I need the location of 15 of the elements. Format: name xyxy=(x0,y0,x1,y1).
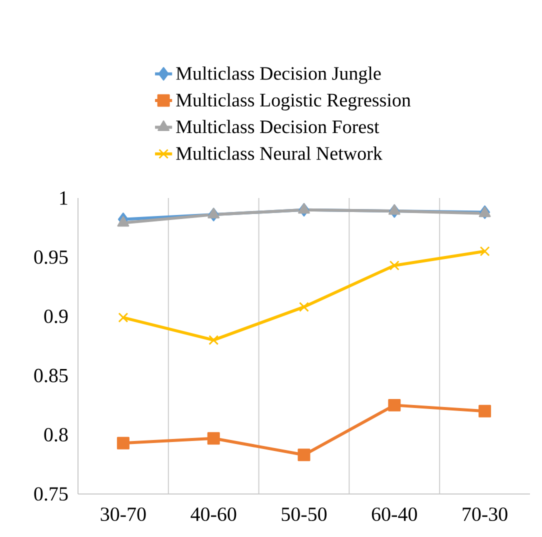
y-tick-label: 0.85 xyxy=(34,368,68,382)
x-tick-label: 40-60 xyxy=(190,508,236,522)
legend-label: Multiclass Neural Network xyxy=(176,146,382,160)
x-tick-label: 60-40 xyxy=(372,508,417,522)
y-tick-label: 0.8 xyxy=(44,428,68,442)
legend-label: Multiclass Logistic Regression xyxy=(176,93,411,110)
x-tick-label: 30-70 xyxy=(100,508,146,522)
y-tick-label: 0.95 xyxy=(34,250,68,264)
legend-label: Multiclass Decision Jungle xyxy=(176,66,381,84)
y-tick-label: 1 xyxy=(60,191,68,205)
y-tick-label: 0.9 xyxy=(44,310,68,324)
x-tick-label: 70-30 xyxy=(462,508,508,522)
legend-label: Multiclass Decision Forest xyxy=(176,120,380,134)
y-tick-label: 0.75 xyxy=(34,487,68,501)
x-tick-label: 50-50 xyxy=(282,508,327,522)
